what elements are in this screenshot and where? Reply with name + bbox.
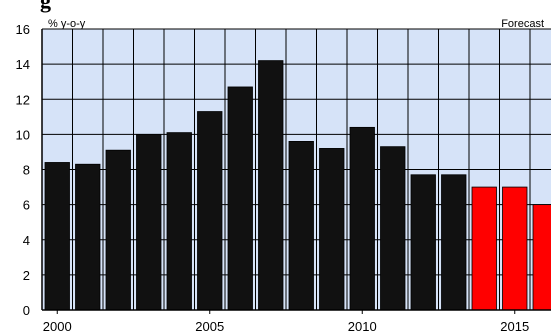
- bar: [258, 60, 284, 311]
- bar: [380, 146, 406, 311]
- y-tick-label: 16: [16, 22, 30, 37]
- bar: [502, 186, 528, 311]
- bar: [410, 174, 436, 311]
- bar: [441, 174, 467, 311]
- x-tick-label: 2005: [195, 319, 224, 334]
- y-tick-label: 4: [23, 233, 30, 248]
- y-tick-label: 6: [23, 198, 30, 213]
- bar: [44, 162, 70, 311]
- x-tick-label: 2015: [500, 319, 529, 334]
- chart-title-fragment: g: [40, 0, 51, 13]
- bar: [471, 186, 497, 311]
- x-tick-label: 2010: [348, 319, 377, 334]
- bar: [227, 86, 253, 311]
- x-tick-label: 2000: [43, 319, 72, 334]
- y-tick-label: 10: [16, 127, 30, 142]
- y-tick-label: 2: [23, 268, 30, 283]
- bar: [75, 163, 101, 311]
- bar: [197, 111, 223, 311]
- bar: [532, 204, 551, 311]
- unit-label: % y-o-y: [48, 18, 86, 30]
- y-tick-label: 8: [23, 163, 30, 178]
- y-tick-label: 12: [16, 92, 30, 107]
- forecast-label: Forecast: [501, 18, 544, 30]
- bar: [166, 132, 192, 311]
- bar: [105, 149, 131, 311]
- bar: [288, 140, 314, 311]
- bar: [136, 133, 162, 311]
- bar: [319, 148, 345, 311]
- bar: [349, 126, 375, 311]
- y-tick-label: 14: [16, 57, 30, 72]
- y-tick-label: 0: [23, 303, 30, 318]
